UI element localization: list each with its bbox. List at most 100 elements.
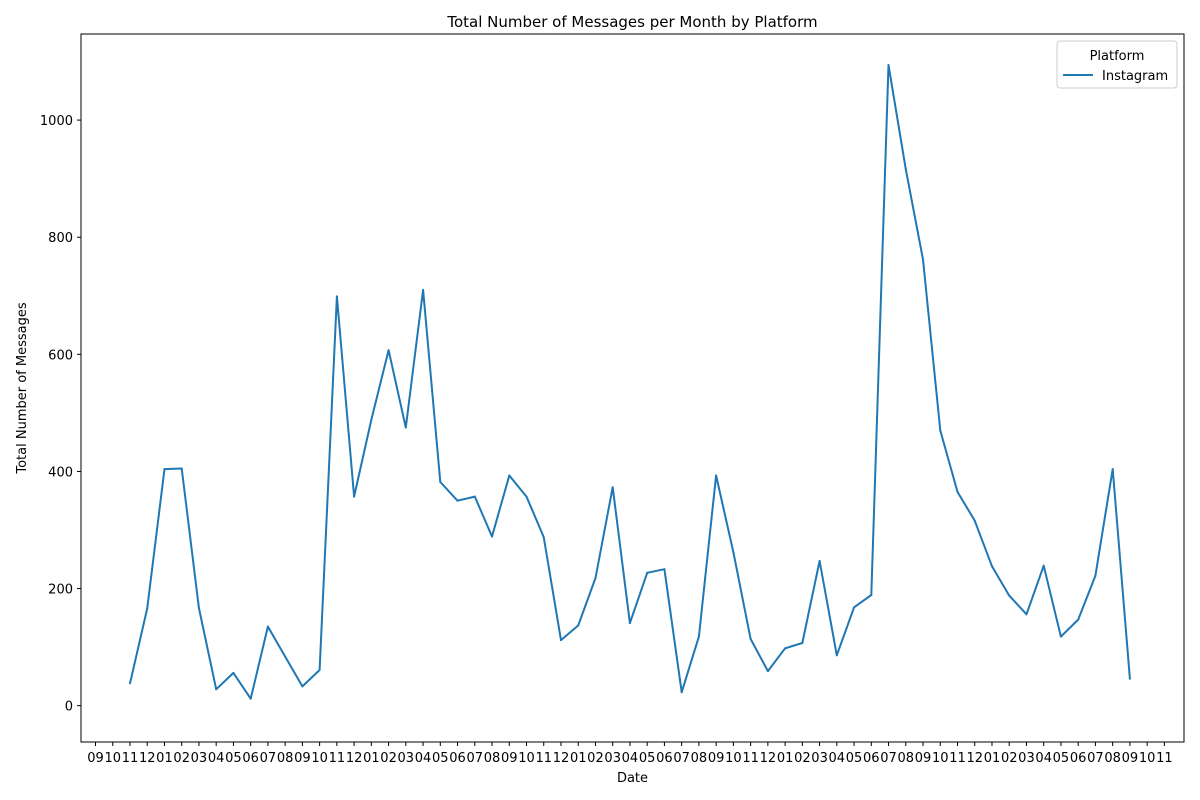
data-point xyxy=(870,594,873,596)
data-point xyxy=(508,474,511,477)
x-tick-label: 01 xyxy=(363,751,380,766)
data-point xyxy=(197,606,200,609)
chart-title: Total Number of Messages per Month by Pl… xyxy=(446,13,817,31)
x-tick-label: 02 xyxy=(380,751,397,766)
data-point xyxy=(232,671,235,674)
data-point xyxy=(594,577,597,579)
x-tick-label: 09 xyxy=(87,751,104,766)
plot-frame xyxy=(80,33,1185,743)
x-tick-label: 05 xyxy=(1053,751,1070,766)
data-point xyxy=(1008,594,1011,597)
x-tick-label: 08 xyxy=(1104,751,1121,766)
x-tick-label: 10 xyxy=(932,751,949,766)
data-point xyxy=(646,571,649,574)
legend-label-instagram: Instagram xyxy=(1102,69,1168,84)
x-tick-label: 10 xyxy=(1139,751,1156,766)
x-tick-label: 10 xyxy=(518,751,535,766)
data-point xyxy=(456,499,459,502)
series-layer xyxy=(129,64,1131,700)
data-point xyxy=(318,669,321,671)
data-point xyxy=(732,551,735,554)
x-tick-label: 03 xyxy=(191,751,208,766)
x-tick-label: 04 xyxy=(1035,751,1052,766)
data-point xyxy=(249,697,252,700)
data-point xyxy=(1042,564,1045,567)
data-point xyxy=(749,637,752,640)
data-point xyxy=(422,288,425,291)
data-point xyxy=(1128,677,1131,680)
x-tick-label: 11 xyxy=(535,751,552,766)
data-point xyxy=(715,474,718,477)
x-tick-label: 01 xyxy=(777,751,794,766)
data-point xyxy=(491,535,493,538)
x-tick-label: 07 xyxy=(880,751,897,766)
data-point xyxy=(801,642,804,644)
data-point xyxy=(904,168,907,171)
data-point xyxy=(766,670,769,673)
data-point xyxy=(956,490,959,493)
data-point xyxy=(129,682,131,685)
x-tick-label: 12 xyxy=(139,751,156,766)
x-tick-label: 03 xyxy=(398,751,415,766)
x-tick-label: 09 xyxy=(294,751,311,766)
x-tick-label: 12 xyxy=(760,751,777,766)
data-point xyxy=(611,486,614,489)
x-tick-label: 05 xyxy=(639,751,656,766)
x-tick-label: 11 xyxy=(122,751,139,766)
y-tick-label: 200 xyxy=(48,583,73,598)
y-axis: 0 200 400 600 800 1000 xyxy=(40,114,81,715)
y-tick-label: 400 xyxy=(48,465,73,480)
data-point xyxy=(973,519,976,522)
x-tick-label: 03 xyxy=(604,751,621,766)
data-point xyxy=(473,495,476,498)
x-tick-label: 09 xyxy=(501,751,518,766)
legend-title: Platform xyxy=(1090,49,1145,64)
data-point xyxy=(370,418,373,421)
y-tick-label: 600 xyxy=(48,348,73,363)
x-tick-label: 06 xyxy=(449,751,466,766)
x-tick-label: 10 xyxy=(311,751,328,766)
data-point xyxy=(215,688,218,691)
x-tick-label: 10 xyxy=(104,751,121,766)
data-point xyxy=(1059,635,1062,638)
data-point xyxy=(1111,468,1114,471)
x-tick-label: 04 xyxy=(622,751,639,766)
x-tick-label: 07 xyxy=(260,751,277,766)
x-tick-label: 07 xyxy=(1087,751,1104,766)
data-point xyxy=(663,568,666,571)
x-tick-label: 01 xyxy=(984,751,1001,766)
data-point xyxy=(301,685,304,688)
x-tick-label: 03 xyxy=(811,751,828,766)
x-tick-label: 08 xyxy=(898,751,915,766)
x-tick-label: 07 xyxy=(467,751,484,766)
x-tick-label: 04 xyxy=(208,751,225,766)
data-point xyxy=(525,495,528,498)
data-point xyxy=(542,536,545,538)
data-point xyxy=(939,429,942,432)
x-tick-label: 09 xyxy=(1122,751,1139,766)
data-point xyxy=(922,258,924,261)
data-point xyxy=(284,655,287,658)
data-point xyxy=(180,467,183,470)
data-point xyxy=(163,468,166,471)
x-tick-label: 01 xyxy=(570,751,587,766)
x-tick-label: 09 xyxy=(708,751,725,766)
data-point xyxy=(818,560,821,562)
data-point xyxy=(146,607,149,610)
data-point xyxy=(784,647,787,650)
x-tick-label: 06 xyxy=(1070,751,1087,766)
legend: Platform Instagram xyxy=(1056,40,1178,89)
x-tick-label: 12 xyxy=(966,751,983,766)
x-tick-label: 04 xyxy=(415,751,432,766)
x-tick-label: 05 xyxy=(225,751,242,766)
data-point xyxy=(560,639,562,642)
data-point xyxy=(1025,613,1028,616)
data-point xyxy=(577,624,580,627)
y-tick-label: 800 xyxy=(48,231,73,246)
x-tick-label: 04 xyxy=(829,751,846,766)
data-point xyxy=(387,349,390,352)
data-point xyxy=(353,495,356,498)
y-tick-label: 0 xyxy=(65,700,73,715)
x-tick-label: 07 xyxy=(673,751,690,766)
